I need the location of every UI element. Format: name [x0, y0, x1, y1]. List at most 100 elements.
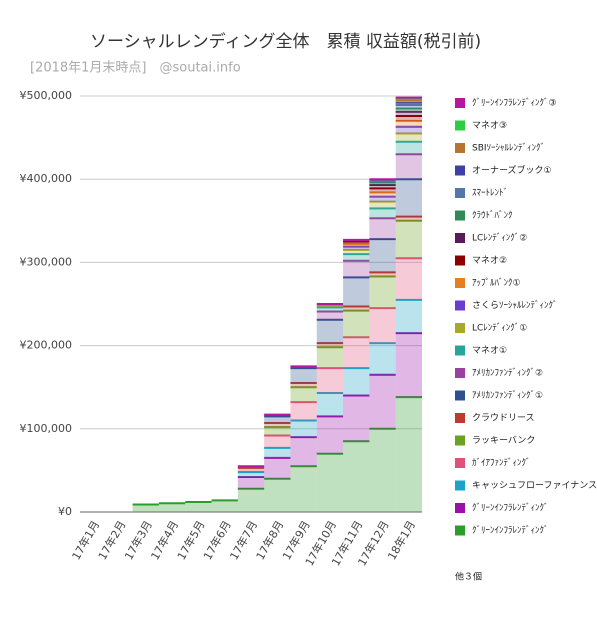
- area-step: [395, 108, 422, 112]
- legend-label: ラッキーバンク: [472, 435, 535, 446]
- legend-label: さくらｿｰｼｬﾙﾚﾝﾃﾞｨﾝｸﾞ: [472, 300, 558, 311]
- legend-swatch: [455, 188, 465, 198]
- legend-label: ｸﾞﾘｰﾝｲﾝﾌﾗﾚﾝﾃﾞｨﾝｸﾞ③: [472, 98, 557, 109]
- y-tick-label: ¥100,000: [20, 422, 73, 435]
- area-step: [290, 387, 317, 403]
- area-step: [395, 102, 422, 106]
- area-step: [395, 179, 422, 217]
- area-step: [395, 115, 422, 121]
- y-tick-label: ¥400,000: [20, 172, 73, 185]
- legend-swatch: [455, 210, 465, 221]
- legend-swatch: [455, 413, 465, 423]
- legend-swatch: [455, 255, 465, 266]
- legend-label: ｸﾗｳﾄﾞﾊﾞﾝｸ: [472, 210, 513, 221]
- area-step: [237, 488, 265, 512]
- area-step: [211, 500, 238, 512]
- y-tick-label: ¥0: [58, 505, 72, 518]
- area-step: [369, 239, 396, 273]
- legend-swatch: [455, 503, 465, 513]
- area-step: [237, 467, 265, 473]
- area-step: [343, 277, 370, 307]
- area-step: [369, 428, 396, 512]
- legend-label: ｽﾏｰﾄﾚﾝﾄﾞ: [472, 188, 508, 199]
- area-step: [185, 502, 212, 512]
- area-step: [369, 218, 396, 240]
- area-step: [369, 182, 396, 186]
- area-step: [343, 241, 370, 245]
- area-step: [316, 393, 344, 417]
- legend-label: ｱｯﾌﾟﾙﾊﾞﾝｸ①: [472, 278, 521, 289]
- y-tick-label: ¥500,000: [20, 89, 73, 102]
- area-step: [395, 105, 422, 109]
- area-step: [343, 249, 370, 255]
- area-step: [395, 100, 422, 103]
- legend-label: ｱﾒﾘｶﾝﾌｧﾝﾃﾞｨﾝｸﾞ①: [472, 390, 543, 401]
- area-step: [395, 397, 422, 512]
- area-step: [316, 343, 344, 348]
- area-step: [290, 368, 317, 384]
- area-step: [369, 201, 396, 209]
- legend-swatch: [455, 480, 465, 491]
- area-step: [237, 477, 265, 489]
- area-step: [395, 154, 422, 180]
- legend-more: 他３個: [455, 571, 482, 583]
- area-step: [395, 299, 422, 334]
- y-tick-label: ¥200,000: [20, 339, 73, 352]
- area-step: [264, 427, 291, 436]
- area-step: [316, 368, 344, 394]
- area-step: [343, 306, 370, 311]
- area-step: [343, 246, 370, 250]
- legend-label: マネオ③: [472, 120, 507, 131]
- legend-swatch: [455, 525, 465, 536]
- area-step: [290, 383, 317, 388]
- area-step: [316, 416, 344, 454]
- area-step: [316, 307, 344, 312]
- legend-label: SBIｿｰｼｬﾙﾚﾝﾃﾞｨﾝｸﾞ: [472, 143, 545, 154]
- area-step: [237, 472, 265, 478]
- legend-label: ｸﾞﾘｰﾝｲﾝﾌﾗﾚﾝﾃﾞｨﾝｸﾞ: [472, 525, 549, 536]
- area-step: [395, 133, 422, 142]
- area-step: [369, 208, 396, 219]
- chart-title: ソーシャルレンディング全体 累積 収益額(税引前): [90, 31, 481, 52]
- area-step: [343, 310, 370, 338]
- area-step: [264, 435, 291, 448]
- legend-label: キャッシュフローファイナンス: [472, 480, 597, 491]
- area-step: [343, 395, 370, 442]
- area-step: [395, 258, 422, 300]
- area-step: [316, 319, 344, 344]
- y-tick-label: ¥300,000: [20, 255, 73, 268]
- legend-swatch: [455, 368, 465, 378]
- legend-label: LCﾚﾝﾃﾞｨﾝｸﾞ②: [472, 233, 527, 244]
- area-step: [369, 272, 396, 277]
- legend-swatch: [455, 143, 465, 153]
- legend-swatch: [455, 323, 465, 333]
- area-step: [343, 254, 370, 261]
- area-step: [264, 422, 291, 428]
- legend-swatch: [455, 98, 465, 108]
- chart-subtitle: [2018年1月末時点] @soutai.info: [30, 61, 241, 76]
- legend-swatch: [455, 458, 465, 468]
- area-step: [395, 216, 422, 221]
- area-step: [369, 188, 396, 193]
- legend-swatch: [455, 435, 465, 446]
- legend-label: オーナーズブック①: [472, 164, 552, 176]
- legend-label: ｸﾞﾘｰﾝｲﾝﾌﾗﾚﾝﾃﾞｨﾝｸﾞ: [472, 503, 549, 514]
- area-step: [343, 368, 370, 396]
- area-step: [369, 343, 396, 375]
- area-step: [290, 402, 317, 421]
- area-step: [264, 447, 291, 458]
- legend-label: LCﾚﾝﾃﾞｨﾝｸﾞ①: [472, 323, 527, 334]
- area-step: [316, 453, 344, 512]
- legend-label: クラウドリース: [472, 413, 535, 424]
- area-step: [343, 260, 370, 278]
- legend-swatch: [455, 233, 465, 243]
- area-step: [395, 141, 422, 155]
- area-step: [395, 111, 422, 116]
- area-step: [369, 374, 396, 429]
- area-step: [264, 457, 291, 479]
- area-step: [316, 347, 344, 369]
- area-step: [290, 437, 317, 467]
- legend-swatch: [455, 390, 465, 401]
- area-step: [395, 220, 422, 259]
